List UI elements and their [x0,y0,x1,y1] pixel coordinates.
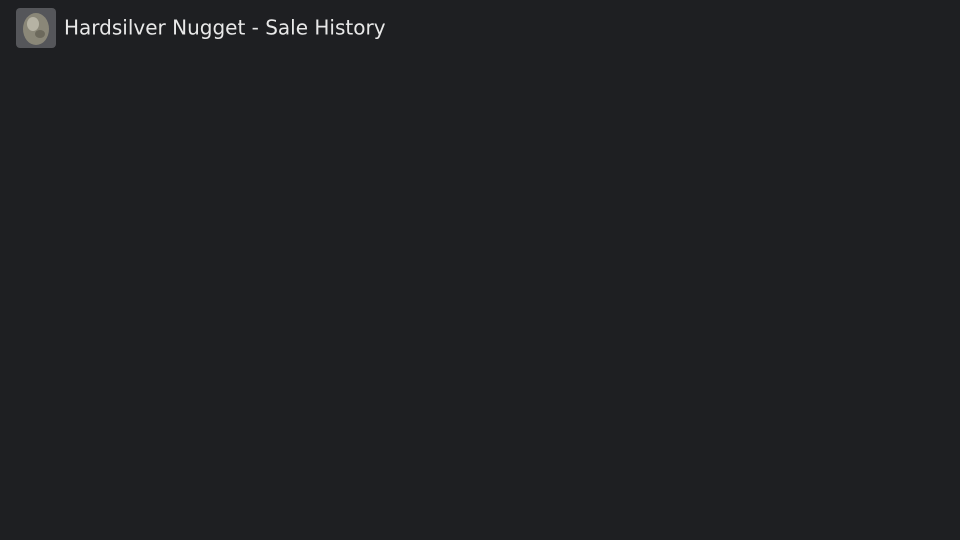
page-title: Hardsilver Nugget - Sale History [64,16,386,40]
item-icon [16,8,56,48]
